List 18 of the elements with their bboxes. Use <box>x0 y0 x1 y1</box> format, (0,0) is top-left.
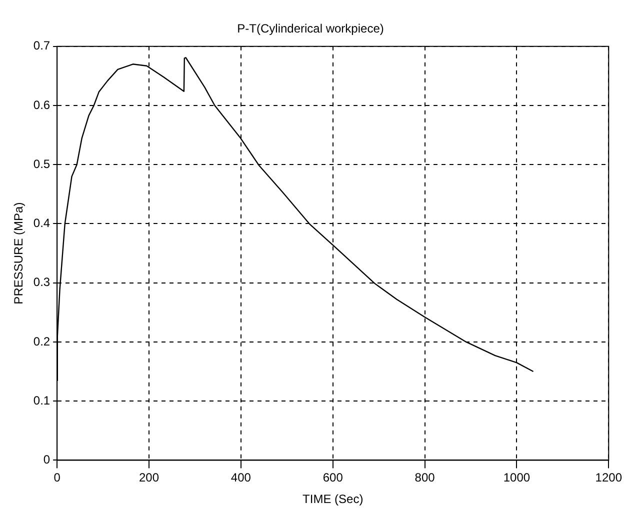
y-axis-title: PRESSURE (MPa) <box>12 202 26 304</box>
chart-title: P-T(Cylinderical workpiece) <box>237 22 384 36</box>
y-tick-label: 0.1 <box>33 393 50 408</box>
x-tick-label: 0 <box>54 470 61 485</box>
y-tick-label: 0.5 <box>33 156 50 171</box>
y-tick-label: 0.3 <box>33 275 50 290</box>
y-tick-label: 0.7 <box>33 38 50 53</box>
x-tick-label: 200 <box>138 470 160 485</box>
y-tick-label: 0.2 <box>33 334 50 348</box>
x-axis-title: TIME (Sec) <box>302 492 364 506</box>
x-tick-label: 600 <box>322 470 344 485</box>
y-tick-label: 0 <box>43 452 50 467</box>
x-tick-label: 400 <box>230 470 252 485</box>
x-tick-label: 800 <box>414 470 436 485</box>
x-tick-label: 1000 <box>503 470 530 485</box>
x-tick-label: 1200 <box>595 470 622 485</box>
y-tick-label: 0.6 <box>33 98 50 112</box>
y-tick-label: 0.4 <box>33 216 50 230</box>
